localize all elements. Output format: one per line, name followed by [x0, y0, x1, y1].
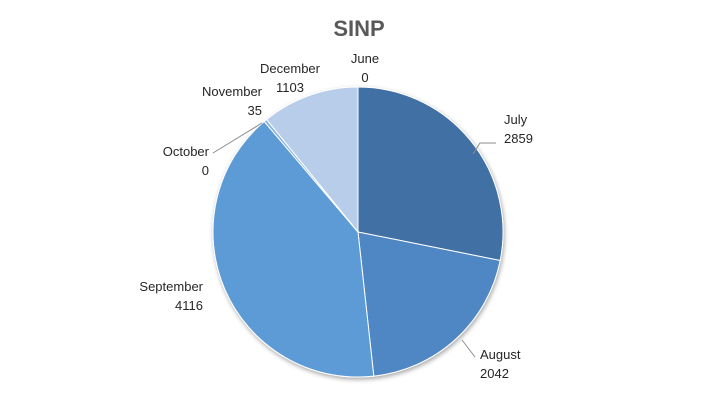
label-october-category: October: [163, 144, 210, 159]
label-july-category: July: [504, 112, 528, 127]
label-august: August 2042: [480, 347, 521, 381]
label-november-value: 35: [248, 103, 262, 118]
slice-december: [265, 86, 359, 234]
label-december-category: December: [260, 61, 321, 76]
leader-line-october: [212, 122, 263, 154]
chart-title: SINP: [333, 16, 384, 41]
slice-september: [212, 120, 375, 378]
label-september-category: September: [139, 279, 203, 294]
label-december-value: 1103: [276, 80, 304, 95]
data-labels: June 0 July 2859 August 2042 September 4116 Octo…: [139, 51, 533, 381]
slice-august: [357, 231, 501, 377]
leader-line-august: [461, 339, 476, 358]
label-july-value: 2859: [504, 131, 533, 146]
slice-july: [357, 86, 504, 262]
label-june: June 0: [351, 51, 379, 85]
label-june-value: 0: [361, 70, 368, 85]
label-december: December 1103: [260, 61, 321, 95]
label-august-category: August: [480, 347, 521, 362]
label-june-category: June: [351, 51, 379, 66]
leader-lines: [212, 122, 496, 358]
label-september: September 4116: [139, 279, 203, 313]
pie-slices: [212, 86, 504, 378]
leader-line-july: [472, 142, 496, 155]
label-july: July 2859: [504, 112, 533, 146]
label-september-value: 4116: [175, 298, 203, 313]
label-august-value: 2042: [480, 366, 509, 381]
label-october-value: 0: [202, 163, 209, 178]
label-november: November 35: [202, 84, 263, 118]
label-october: October 0: [163, 144, 210, 178]
label-november-category: November: [202, 84, 263, 99]
